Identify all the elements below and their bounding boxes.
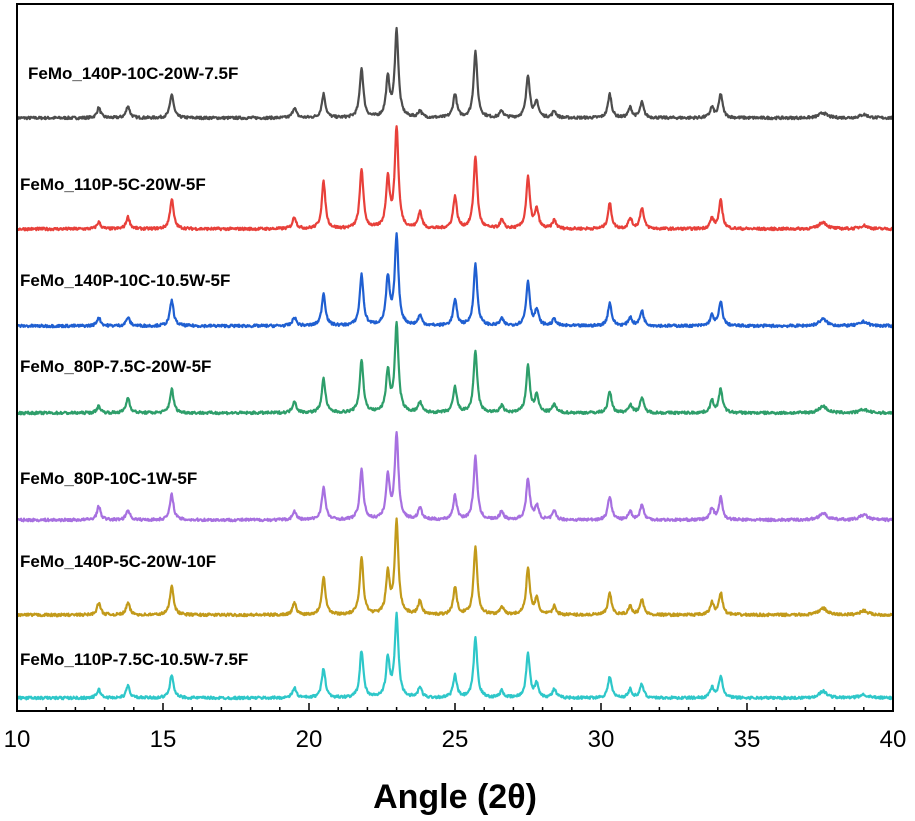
x-tick-label: 20 <box>296 726 323 753</box>
x-tick-label: 30 <box>588 726 615 753</box>
series-label-5: FeMo_80P-10C-1W-5F <box>20 469 197 488</box>
x-axis-label: Angle (2θ) <box>373 778 537 816</box>
series-labels-layer: FeMo_140P-10C-20W-7.5F FeMo_110P-5C-20W-5… <box>20 64 248 669</box>
series-layer <box>15 26 895 701</box>
series-label-2: FeMo_110P-5C-20W-5F <box>20 175 206 194</box>
series-line-1 <box>15 26 894 121</box>
series-line-6 <box>15 517 894 618</box>
x-axis-ticks: 10 15 20 25 30 35 40 <box>4 703 907 753</box>
series-line-5 <box>16 430 894 523</box>
x-tick-label: 35 <box>734 726 761 753</box>
series-label-4: FeMo_80P-7.5C-20W-5F <box>20 357 211 376</box>
series-label-6: FeMo_140P-5C-20W-10F <box>20 552 216 571</box>
series-label-7: FeMo_110P-7.5C-10.5W-7.5F <box>20 650 248 669</box>
series-line-7 <box>16 611 894 701</box>
series-label-1: FeMo_140P-10C-20W-7.5F <box>28 64 238 83</box>
x-tick-label: 25 <box>442 726 469 753</box>
series-line-2 <box>16 125 894 232</box>
series-line-4 <box>16 320 894 416</box>
x-tick-label: 40 <box>880 726 907 753</box>
series-label-3: FeMo_140P-10C-10.5W-5F <box>20 271 230 290</box>
series-line-3 <box>16 232 895 329</box>
x-tick-label: 15 <box>150 726 177 753</box>
x-tick-label: 10 <box>4 726 31 753</box>
